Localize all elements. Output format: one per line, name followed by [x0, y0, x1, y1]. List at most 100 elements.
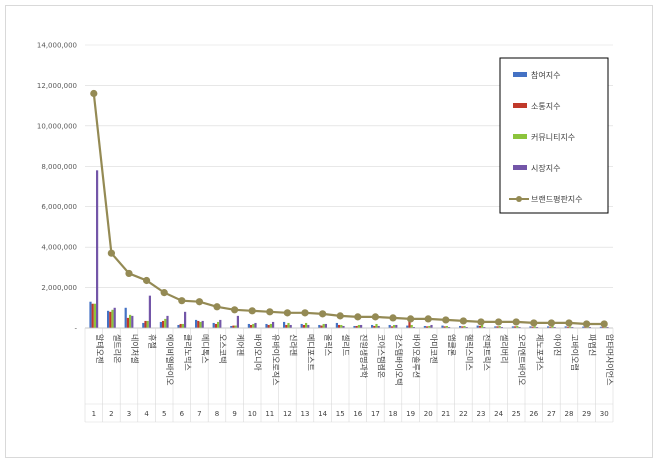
rank-label: 7 — [197, 410, 201, 418]
bar-소통지수 — [338, 324, 341, 328]
bar-소통지수 — [144, 320, 147, 328]
brand-reputation-point — [442, 316, 450, 324]
bar-커뮤니티지수 — [498, 325, 501, 328]
rank-label: 6 — [180, 410, 185, 418]
legend-swatch — [513, 103, 527, 108]
category-label: 알테오젠 — [95, 334, 105, 363]
category-label: 헬릭스미스 — [464, 334, 474, 371]
bar-시장지수 — [219, 319, 222, 328]
category-label: 케어젠 — [236, 334, 246, 356]
bar-참여지수 — [582, 326, 585, 328]
bar-커뮤니티지수 — [269, 323, 272, 328]
bar-시장지수 — [148, 295, 151, 328]
bar-소통지수 — [549, 326, 552, 328]
bar-소통지수 — [355, 325, 358, 328]
rank-label: 20 — [424, 410, 433, 418]
bar-소통지수 — [461, 326, 464, 328]
legend-label: 브랜드평판지수 — [531, 194, 583, 204]
legend-label: 참여지수 — [531, 70, 560, 80]
bar-커뮤니티지수 — [305, 322, 308, 328]
bar-소통지수 — [197, 320, 200, 328]
category-label: 셀리버리 — [500, 334, 510, 363]
bar-소통지수 — [373, 325, 376, 328]
bar-참여지수 — [107, 310, 110, 328]
rank-label: 3 — [127, 410, 131, 418]
bar-참여지수 — [142, 322, 145, 328]
bar-시장지수 — [412, 326, 415, 328]
rank-label: 27 — [547, 410, 556, 418]
bar-소통지수 — [443, 326, 446, 328]
brand-reputation-point — [477, 318, 485, 326]
brand-reputation-point — [266, 308, 274, 316]
bar-시장지수 — [518, 326, 521, 328]
brand-reputation-point — [459, 317, 467, 325]
rank-label: 29 — [582, 410, 591, 418]
bar-시장지수 — [606, 326, 609, 328]
category-label: 에이비엘바이오 — [165, 334, 175, 386]
bar-소통지수 — [584, 326, 587, 328]
rank-label: 2 — [109, 410, 113, 418]
rank-label: 10 — [248, 410, 257, 418]
bar-참여지수 — [247, 323, 250, 328]
bar-시장지수 — [324, 323, 327, 328]
bar-커뮤니티지수 — [340, 324, 343, 328]
bar-시장지수 — [500, 326, 503, 328]
legend-line-marker — [516, 196, 522, 202]
category-label: 코아스템켐온 — [376, 334, 386, 378]
brand-reputation-point — [530, 319, 538, 327]
category-label: 바이오솔루션 — [412, 334, 422, 378]
bar-참여지수 — [599, 326, 602, 328]
bar-참여지수 — [564, 326, 567, 328]
bar-소통지수 — [320, 325, 323, 328]
bar-참여지수 — [318, 324, 321, 328]
brand-reputation-point — [160, 289, 168, 297]
bar-시장지수 — [483, 326, 486, 328]
y-tick-label: 10,000,000 — [37, 122, 77, 130]
bar-시장지수 — [272, 321, 275, 328]
bar-소통지수 — [162, 320, 165, 328]
y-tick-label: - — [74, 325, 77, 333]
bar-시장지수 — [307, 324, 310, 328]
bar-커뮤니티지수 — [533, 326, 536, 328]
category-label: 파멥신 — [588, 334, 598, 356]
bar-참여지수 — [283, 321, 286, 328]
bar-시장지수 — [448, 326, 451, 328]
bar-소통지수 — [496, 326, 499, 328]
bar-참여지수 — [511, 326, 514, 328]
category-label: 클리노믹스 — [183, 334, 193, 371]
category-label: 유바이오로직스 — [271, 334, 281, 386]
rank-label: 22 — [459, 410, 468, 418]
y-tick-label: 2,000,000 — [41, 284, 77, 292]
bar-커뮤니티지수 — [234, 325, 237, 328]
category-label: 휴젤 — [148, 334, 158, 349]
bar-시장지수 — [395, 324, 398, 328]
bar-소통지수 — [232, 325, 235, 328]
bar-커뮤니티지수 — [164, 318, 167, 328]
bar-소통지수 — [267, 324, 270, 328]
bar-커뮤니티지수 — [569, 326, 572, 328]
rank-label: 17 — [371, 410, 380, 418]
rank-label: 18 — [389, 410, 398, 418]
bar-커뮤니티지수 — [93, 303, 96, 328]
bar-커뮤니티지수 — [375, 323, 378, 328]
bar-커뮤니티지수 — [410, 324, 413, 328]
rank-label: 21 — [441, 410, 450, 418]
bar-참여지수 — [124, 307, 127, 328]
bar-커뮤니티지수 — [322, 323, 325, 328]
bar-커뮤니티지수 — [445, 325, 448, 328]
bar-커뮤니티지수 — [217, 321, 220, 328]
bar-시장지수 — [201, 320, 204, 328]
bar-소통지수 — [126, 317, 129, 328]
bar-소통지수 — [214, 323, 217, 328]
rank-label: 9 — [232, 410, 236, 418]
bar-커뮤니티지수 — [551, 325, 554, 328]
bar-참여지수 — [195, 319, 198, 328]
rank-label: 4 — [144, 410, 149, 418]
brand-reputation-point — [583, 320, 591, 328]
brand-reputation-point — [125, 269, 133, 278]
rank-label: 8 — [215, 410, 219, 418]
brand-reputation-point — [143, 276, 151, 285]
y-axis: 14,000,000 12,000,000 10,000,000 8,000,000 6… — [37, 42, 78, 333]
